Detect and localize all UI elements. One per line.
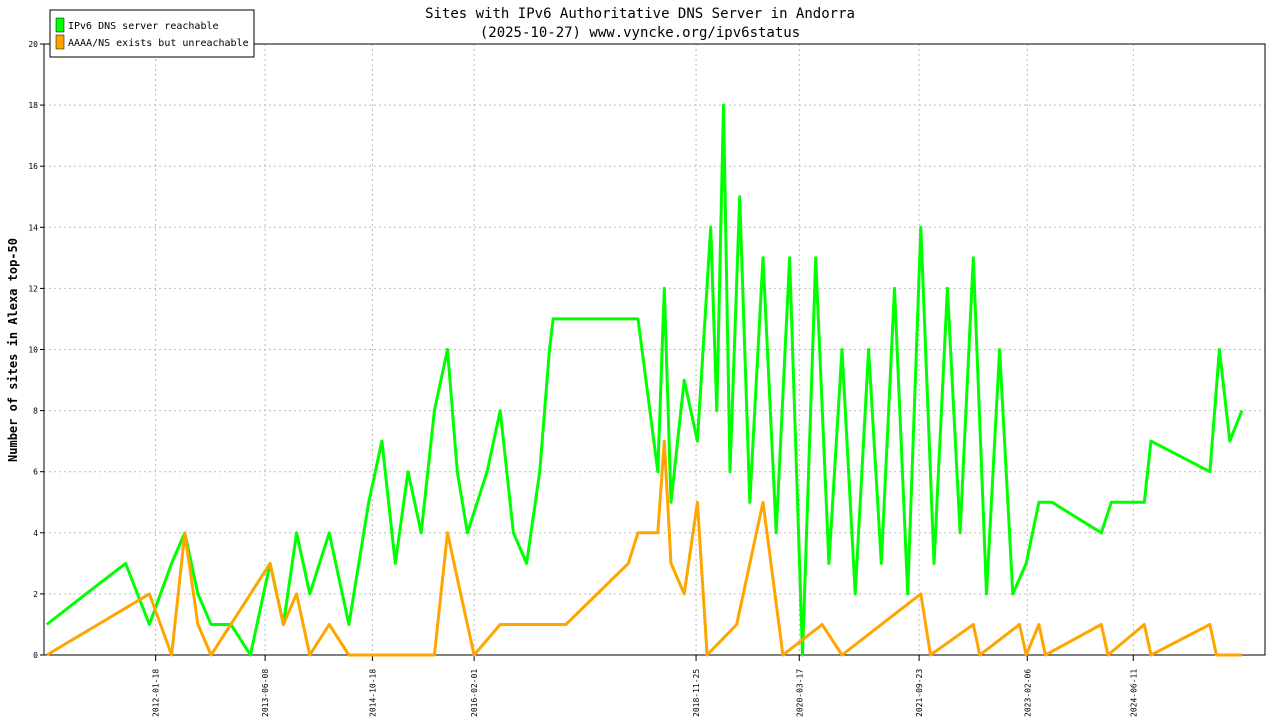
x-tick-label: 2021-09-23 [915, 669, 924, 717]
y-tick-label: 20 [28, 40, 38, 49]
legend: IPv6 DNS server reachable AAAA/NS exists … [49, 9, 255, 58]
y-tick-label: 18 [28, 101, 38, 110]
x-tick-label: 2013-06-08 [261, 669, 270, 717]
legend-box [49, 9, 255, 58]
y-tick-label: 8 [33, 407, 38, 416]
y-tick-label: 0 [33, 651, 38, 660]
y-tick-label: 12 [28, 284, 38, 293]
x-tick-label: 2018-11-25 [692, 669, 701, 717]
series-line [45, 103, 1244, 657]
chart-subtitle: (2025-10-27) www.vyncke.org/ipv6status [480, 25, 800, 41]
legend-swatch [55, 34, 65, 50]
y-tick-label: 10 [28, 346, 38, 355]
y-axis-label: Number of sites in Alexa top-50 [6, 238, 20, 462]
x-tick-label: 2023-02-06 [1023, 669, 1032, 717]
series-line [46, 439, 1242, 657]
y-tick-label: 16 [28, 162, 38, 171]
x-tick-label: 2012-01-18 [152, 669, 161, 717]
y-tick-label: 4 [33, 529, 38, 538]
y-tick-label: 2 [33, 590, 38, 599]
legend-label: IPv6 DNS server reachable [68, 21, 219, 32]
x-tick-label: 2020-03-17 [795, 669, 804, 717]
y-tick-label: 6 [33, 468, 38, 477]
y-tick-label: 14 [28, 223, 38, 232]
legend-label: AAAA/NS exists but unreachable [68, 38, 249, 49]
legend-swatch [55, 17, 65, 33]
x-tick-label: 2014-10-18 [368, 669, 377, 717]
x-tick-label: 2016-02-01 [470, 669, 479, 717]
plot-frame [43, 43, 1266, 656]
x-tick-label: 2024-06-11 [1129, 669, 1138, 717]
chart-title: Sites with IPv6 Authoritative DNS Server… [425, 6, 855, 22]
